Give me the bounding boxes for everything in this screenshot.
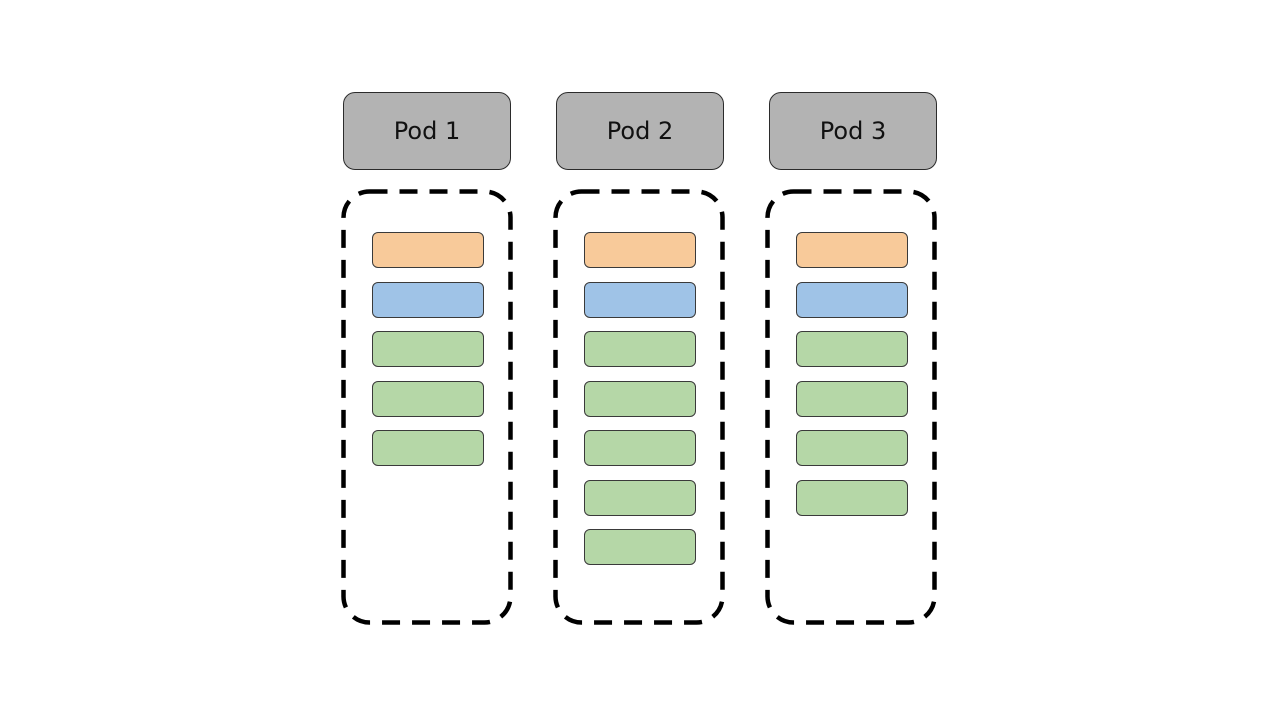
pod-2-green-block — [584, 479, 696, 516]
pod-2-blue-block — [584, 281, 696, 318]
pod-3-green-block — [796, 331, 908, 367]
pod-1-orange-block — [372, 232, 484, 268]
pod-2-green-block — [584, 430, 696, 466]
pod-3-container — [765, 189, 937, 625]
pod-1-green-block — [372, 430, 484, 466]
pod-3-blue-block — [796, 281, 908, 318]
pod-2-container — [553, 189, 725, 625]
pod-3-green-block — [796, 380, 908, 417]
pod-3-orange-block — [796, 232, 908, 268]
pod-2-orange-block — [584, 232, 696, 268]
pod-3-dashed-border — [765, 189, 937, 625]
pod-3-header: Pod 3 — [769, 92, 937, 170]
pod-1-label: Pod 1 — [393, 117, 461, 145]
pod-2-label: Pod 2 — [606, 117, 674, 145]
pod-3-green-block — [796, 430, 908, 466]
pod-2-green-block — [584, 380, 696, 417]
pod-2-green-block — [584, 529, 696, 565]
pod-2-dashed-border — [553, 189, 725, 625]
pod-1-blue-block — [372, 281, 484, 318]
pod-1-green-block — [372, 380, 484, 417]
pod-2-header: Pod 2 — [556, 92, 724, 170]
pod-3-green-block — [796, 479, 908, 516]
pod-1-dashed-border — [341, 189, 513, 625]
pod-1-green-block — [372, 331, 484, 367]
pod-2-green-block — [584, 331, 696, 367]
pod-1-header: Pod 1 — [343, 92, 511, 170]
pod-3-label: Pod 3 — [819, 117, 887, 145]
pod-1-container — [341, 189, 513, 625]
